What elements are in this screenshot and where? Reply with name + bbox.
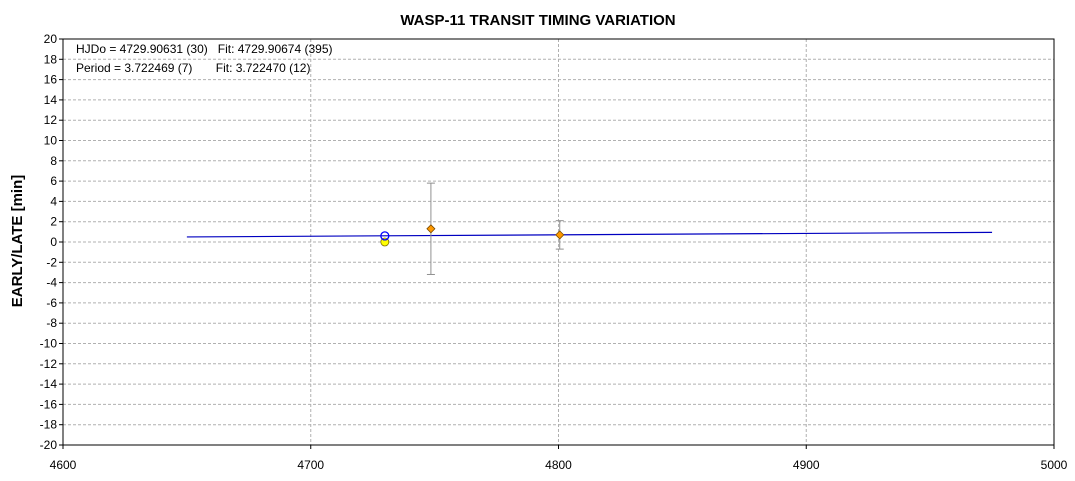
- fit-annotations: HJDo = 4729.90631 (30) Fit: 4729.90674 (…: [76, 42, 333, 75]
- y-tick-label: 4: [50, 194, 57, 208]
- x-tick-label: 4700: [297, 458, 324, 472]
- y-tick-label: -12: [40, 357, 58, 371]
- y-tick-label: -14: [40, 377, 58, 391]
- chart-title: WASP-11 TRANSIT TIMING VARIATION: [400, 12, 675, 29]
- y-tick-label: 0: [50, 235, 57, 249]
- annotation-line-2: Period = 3.722469 (7) Fit: 3.722470 (12): [76, 61, 310, 75]
- y-tick-label: 14: [44, 93, 58, 107]
- y-tick-label: 10: [44, 134, 58, 148]
- y-axis-label: EARLY/LATE [min]: [9, 175, 26, 308]
- y-tick-label: 6: [50, 174, 57, 188]
- x-tick-label: 5000: [1041, 458, 1068, 472]
- gridlines: [63, 39, 1054, 445]
- y-tick-label: 16: [44, 73, 58, 87]
- y-tick-label: 18: [44, 52, 58, 66]
- annotation-line-1: HJDo = 4729.90631 (30) Fit: 4729.90674 (…: [76, 42, 333, 56]
- y-tick-label: -18: [40, 418, 58, 432]
- open-circle-point: [380, 231, 390, 241]
- y-tick-label: -2: [46, 255, 57, 269]
- y-tick-label: 2: [50, 215, 57, 229]
- diamond-point: [426, 224, 436, 234]
- y-tick-label: 12: [44, 113, 58, 127]
- fit-line: [186, 231, 993, 238]
- axis-ticks: 20181614121086420-2-4-6-8-10-12-14-16-18…: [40, 32, 1068, 472]
- y-tick-label: -4: [46, 276, 57, 290]
- x-tick-label: 4800: [545, 458, 572, 472]
- diamond-point: [555, 230, 565, 240]
- x-tick-label: 4600: [50, 458, 77, 472]
- y-tick-label: -8: [46, 316, 57, 330]
- y-tick-label: -16: [40, 397, 58, 411]
- y-tick-label: 20: [44, 32, 58, 46]
- y-tick-label: -6: [46, 296, 57, 310]
- y-tick-label: -10: [40, 337, 58, 351]
- x-tick-label: 4900: [793, 458, 820, 472]
- y-tick-label: 8: [50, 154, 57, 168]
- data-series: [186, 182, 993, 275]
- y-tick-label: -20: [40, 438, 58, 452]
